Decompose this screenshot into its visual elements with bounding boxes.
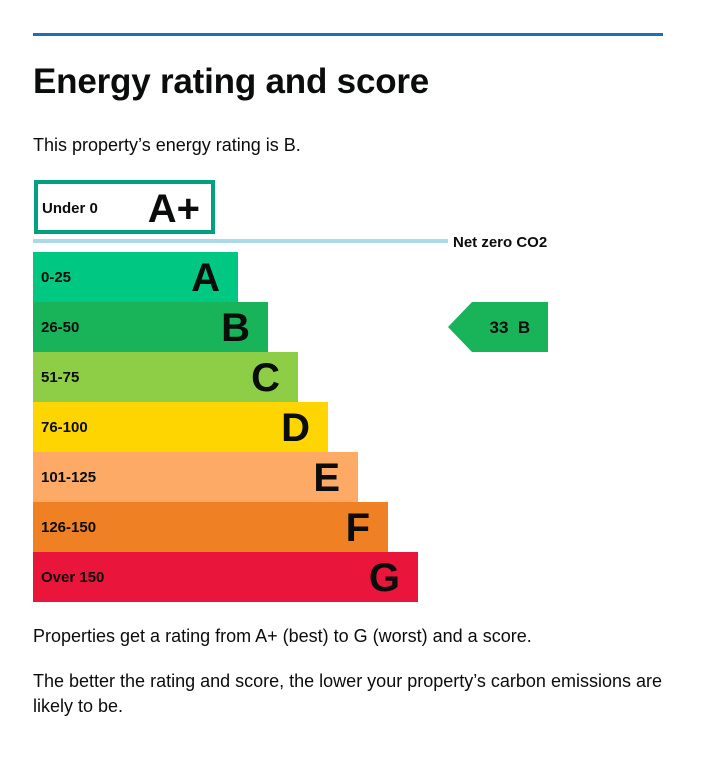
net-zero-line (33, 239, 448, 243)
band-f-bar (33, 502, 388, 552)
band-e-bar (33, 452, 358, 502)
top-band-letter: A+ (148, 187, 200, 231)
current-rating-pointer (448, 302, 548, 352)
rating-explanation: Properties get a rating from A+ (best) t… (33, 626, 532, 646)
band-a-letter: A (191, 256, 220, 300)
band-b-letter: B (221, 306, 250, 350)
band-d-letter: D (281, 406, 310, 450)
band-f-range: 126-150 (41, 519, 96, 536)
carbon-explanation: The better the rating and score, the low… (33, 671, 662, 716)
energy-rating-chart: Under 0 A+ Net zero CO2 0-25 A 26-50 B 51-75 C 76… (33, 180, 548, 602)
section-top-rule (33, 33, 663, 36)
band-c-letter: C (251, 356, 280, 400)
top-band-box (34, 180, 215, 234)
page-title: Energy rating and score (33, 62, 430, 101)
band-b-range: 26-50 (41, 319, 79, 336)
energy-rating-intro: This property’s energy rating is B. (33, 135, 301, 155)
band-g-letter: G (369, 556, 400, 600)
current-rating-score: 33 (490, 318, 509, 337)
band-e-range: 101-125 (41, 469, 96, 486)
band-e-letter: E (313, 456, 340, 500)
net-zero-label: Net zero CO2 (453, 234, 547, 251)
band-b-bar (33, 302, 268, 352)
band-g-range: Over 150 (41, 569, 104, 586)
top-band-range: Under 0 (42, 200, 98, 217)
band-g-bar (33, 552, 418, 602)
current-rating-letter: B (518, 318, 530, 337)
band-d-bar (33, 402, 328, 452)
band-c-bar (33, 352, 298, 402)
band-a-bar (33, 252, 238, 302)
band-a-range: 0-25 (41, 269, 71, 286)
band-f-letter: F (346, 506, 370, 550)
band-d-range: 76-100 (41, 419, 88, 436)
band-c-range: 51-75 (41, 369, 79, 386)
